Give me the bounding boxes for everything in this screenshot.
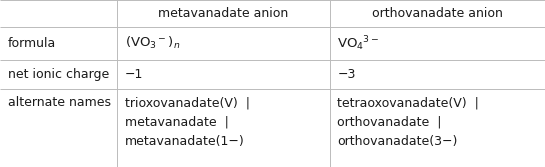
Text: −3: −3 xyxy=(337,68,356,81)
Text: orthovanadate anion: orthovanadate anion xyxy=(372,7,503,20)
Text: alternate names: alternate names xyxy=(8,96,111,109)
Text: metavanadate anion: metavanadate anion xyxy=(159,7,288,20)
Text: net ionic charge: net ionic charge xyxy=(8,68,109,81)
Text: trioxovanadate(V)  |
metavanadate  |
metavanadate(1−): trioxovanadate(V) | metavanadate | metav… xyxy=(125,96,250,148)
Text: tetraoxovanadate(V)  |
orthovanadate  |
orthovanadate(3−): tetraoxovanadate(V) | orthovanadate | or… xyxy=(337,96,479,148)
Text: −1: −1 xyxy=(125,68,143,81)
Text: formula: formula xyxy=(8,37,56,50)
Text: VO$_4$$^{3-}$: VO$_4$$^{3-}$ xyxy=(337,34,380,53)
Text: (VO$_3$$^-$)$_n$: (VO$_3$$^-$)$_n$ xyxy=(125,35,180,51)
